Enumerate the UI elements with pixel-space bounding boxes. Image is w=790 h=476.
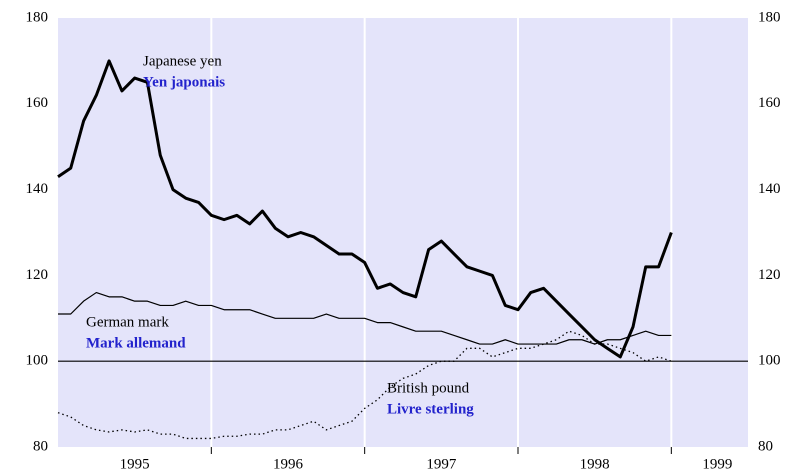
- x-tick-label: 1998: [580, 456, 610, 472]
- series-label: German mark: [86, 314, 169, 330]
- y2-tick-label: 100: [758, 353, 781, 369]
- y2-tick-label: 120: [758, 267, 781, 283]
- plot-background: [58, 18, 748, 447]
- x-tick-label: 1996: [273, 456, 304, 472]
- y2-tick-label: 80: [758, 438, 773, 454]
- x-tick-label: 1995: [120, 456, 150, 472]
- series-line: [58, 291, 672, 345]
- series-label: Japanese yen: [143, 53, 222, 69]
- x-tick-label: 1999: [702, 456, 732, 472]
- series-label: British pound: [387, 380, 470, 396]
- y-tick-label: 160: [26, 95, 49, 111]
- y2-tick-label: 140: [758, 181, 781, 197]
- y-tick-label: 80: [33, 438, 48, 454]
- y2-tick-label: 160: [758, 95, 781, 111]
- series-line: [57, 59, 673, 359]
- series-label-fr: Yen japonais: [143, 74, 225, 90]
- x-tick-label: 1997: [426, 456, 457, 472]
- y-tick-label: 120: [26, 267, 49, 283]
- y-tick-label: 100: [26, 353, 49, 369]
- y-tick-label: 180: [26, 9, 49, 25]
- y-tick-label: 140: [26, 181, 49, 197]
- series-label-fr: Livre sterling: [387, 401, 474, 417]
- series-line: [57, 330, 672, 440]
- series-label-fr: Mark allemand: [86, 335, 186, 351]
- y2-tick-label: 180: [758, 9, 781, 25]
